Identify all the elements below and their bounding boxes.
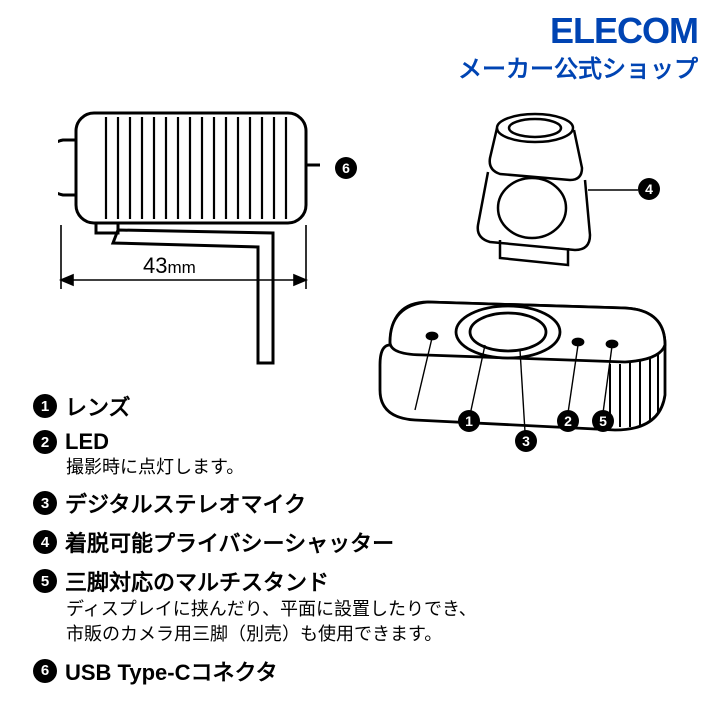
brand-logo: ELECOM メーカー公式ショップ (458, 10, 698, 84)
legend-item: 6 USB Type-Cコネクタ (33, 655, 688, 687)
legend-title-4: 着脱可能プライバシーシャッター (65, 526, 394, 558)
legend-item: 3 デジタルステレオマイク (33, 487, 688, 519)
dimension-unit: mm (167, 258, 195, 277)
legend-item: 4 着脱可能プライバシーシャッター (33, 526, 688, 558)
dimension-value: 43 (143, 253, 167, 278)
legend-num-2: 2 (33, 430, 57, 454)
legend-title-2: LED (65, 429, 109, 455)
legend-item: 5 三脚対応のマルチスタンド ディスプレイに挟んだり、平面に設置したりでき、 市… (33, 565, 688, 647)
legend-desc-5: ディスプレイに挟んだり、平面に設置したりでき、 市販のカメラ用三脚（別売）も使用… (66, 597, 688, 647)
legend-title-6: USB Type-Cコネクタ (65, 655, 278, 687)
legend-item: 2 LED 撮影時に点灯します。 (33, 429, 688, 480)
legend-title-3: デジタルステレオマイク (65, 487, 306, 519)
legend-num-6: 6 (33, 659, 57, 683)
diagram-side-view: 43mm (58, 105, 358, 380)
legend-num-3: 3 (33, 491, 57, 515)
legend-desc-2: 撮影時に点灯します。 (66, 455, 688, 480)
callout-4: 4 (638, 178, 660, 200)
legend-num-1: 1 (33, 394, 57, 418)
legend-list: 1 レンズ 2 LED 撮影時に点灯します。 3 デジタルステレオマイク 4 着… (33, 390, 688, 694)
legend-title-5: 三脚対応のマルチスタンド (65, 565, 329, 597)
legend-num-5: 5 (33, 569, 57, 593)
brand-name: ELECOM (458, 10, 698, 52)
dimension-label: 43mm (143, 253, 196, 279)
callout-6: 6 (335, 157, 357, 179)
legend-title-1: レンズ (65, 390, 131, 422)
legend-item: 1 レンズ (33, 390, 688, 422)
brand-subtitle: メーカー公式ショップ (458, 49, 698, 84)
legend-num-4: 4 (33, 530, 57, 554)
